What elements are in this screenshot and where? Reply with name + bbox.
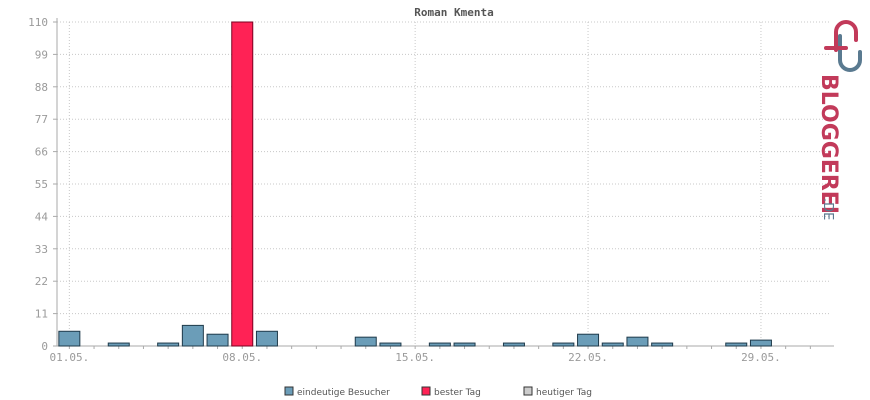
- legend-swatch: [421, 386, 431, 396]
- y-tick-label: 55: [35, 178, 48, 191]
- y-tick-label: 99: [35, 48, 48, 61]
- bar: [428, 342, 451, 347]
- x-tick-label: 29.05.: [741, 351, 781, 364]
- legend-item: eindeutige Besucher: [284, 386, 390, 398]
- bar: [58, 330, 81, 347]
- bar: [107, 342, 130, 347]
- bar: [157, 342, 180, 347]
- y-tick-labels: 0 11 22 33 44 55 66 77 88 99 110: [28, 16, 48, 353]
- legend-item: heutiger Tag: [523, 386, 592, 398]
- axes: [53, 18, 834, 349]
- legend-label: eindeutige Besucher: [297, 388, 390, 398]
- brand-suffix: .DE: [820, 198, 835, 220]
- x-tick-labels: 01.05. 08.05. 15.05. 22.05. 29.05.: [49, 351, 780, 364]
- y-tick-label: 0: [41, 340, 48, 353]
- y-tick-label: 11: [35, 308, 48, 321]
- bar: [577, 333, 600, 347]
- bars: [58, 21, 772, 347]
- bar: [626, 336, 649, 347]
- bar: [354, 336, 377, 347]
- bar-best-day: [231, 21, 254, 347]
- brand-name: BLOGGEREI: [816, 74, 841, 214]
- y-tick-label: 33: [35, 243, 48, 256]
- x-tick-label: 08.05.: [222, 351, 262, 364]
- legend-swatch: [523, 386, 533, 396]
- y-tick-label: 22: [35, 275, 48, 288]
- x-tick-label: 22.05.: [568, 351, 608, 364]
- bar: [255, 330, 278, 347]
- bar: [552, 342, 575, 347]
- legend-label: bester Tag: [434, 388, 481, 398]
- bar: [651, 342, 674, 347]
- y-tick-label: 44: [35, 210, 49, 223]
- bloggerei-logo: BLOGGEREI .DE: [816, 20, 862, 220]
- bar: [453, 342, 476, 347]
- y-tick-label: 88: [35, 81, 48, 94]
- legend-label: heutiger Tag: [536, 388, 592, 398]
- bloggerei-logo-icon: [824, 20, 862, 72]
- y-tick-label: 77: [35, 113, 48, 126]
- grid-lines: [57, 21, 830, 346]
- legend-swatch: [284, 386, 294, 396]
- bar: [725, 342, 748, 347]
- x-tick-label: 01.05.: [49, 351, 89, 364]
- x-tick-label: 15.05.: [395, 351, 435, 364]
- legend: eindeutige Besucher bester Tag heutiger Ta…: [284, 386, 592, 398]
- bar: [502, 342, 525, 347]
- legend-item: bester Tag: [421, 386, 481, 398]
- bar: [379, 342, 402, 347]
- y-tick-label: 110: [28, 16, 48, 29]
- y-tick-label: 66: [35, 146, 48, 159]
- chart-title: Roman Kmenta: [414, 6, 493, 19]
- bar: [181, 324, 204, 347]
- bar: [601, 342, 624, 347]
- bar: [749, 339, 772, 347]
- bar: [206, 333, 229, 347]
